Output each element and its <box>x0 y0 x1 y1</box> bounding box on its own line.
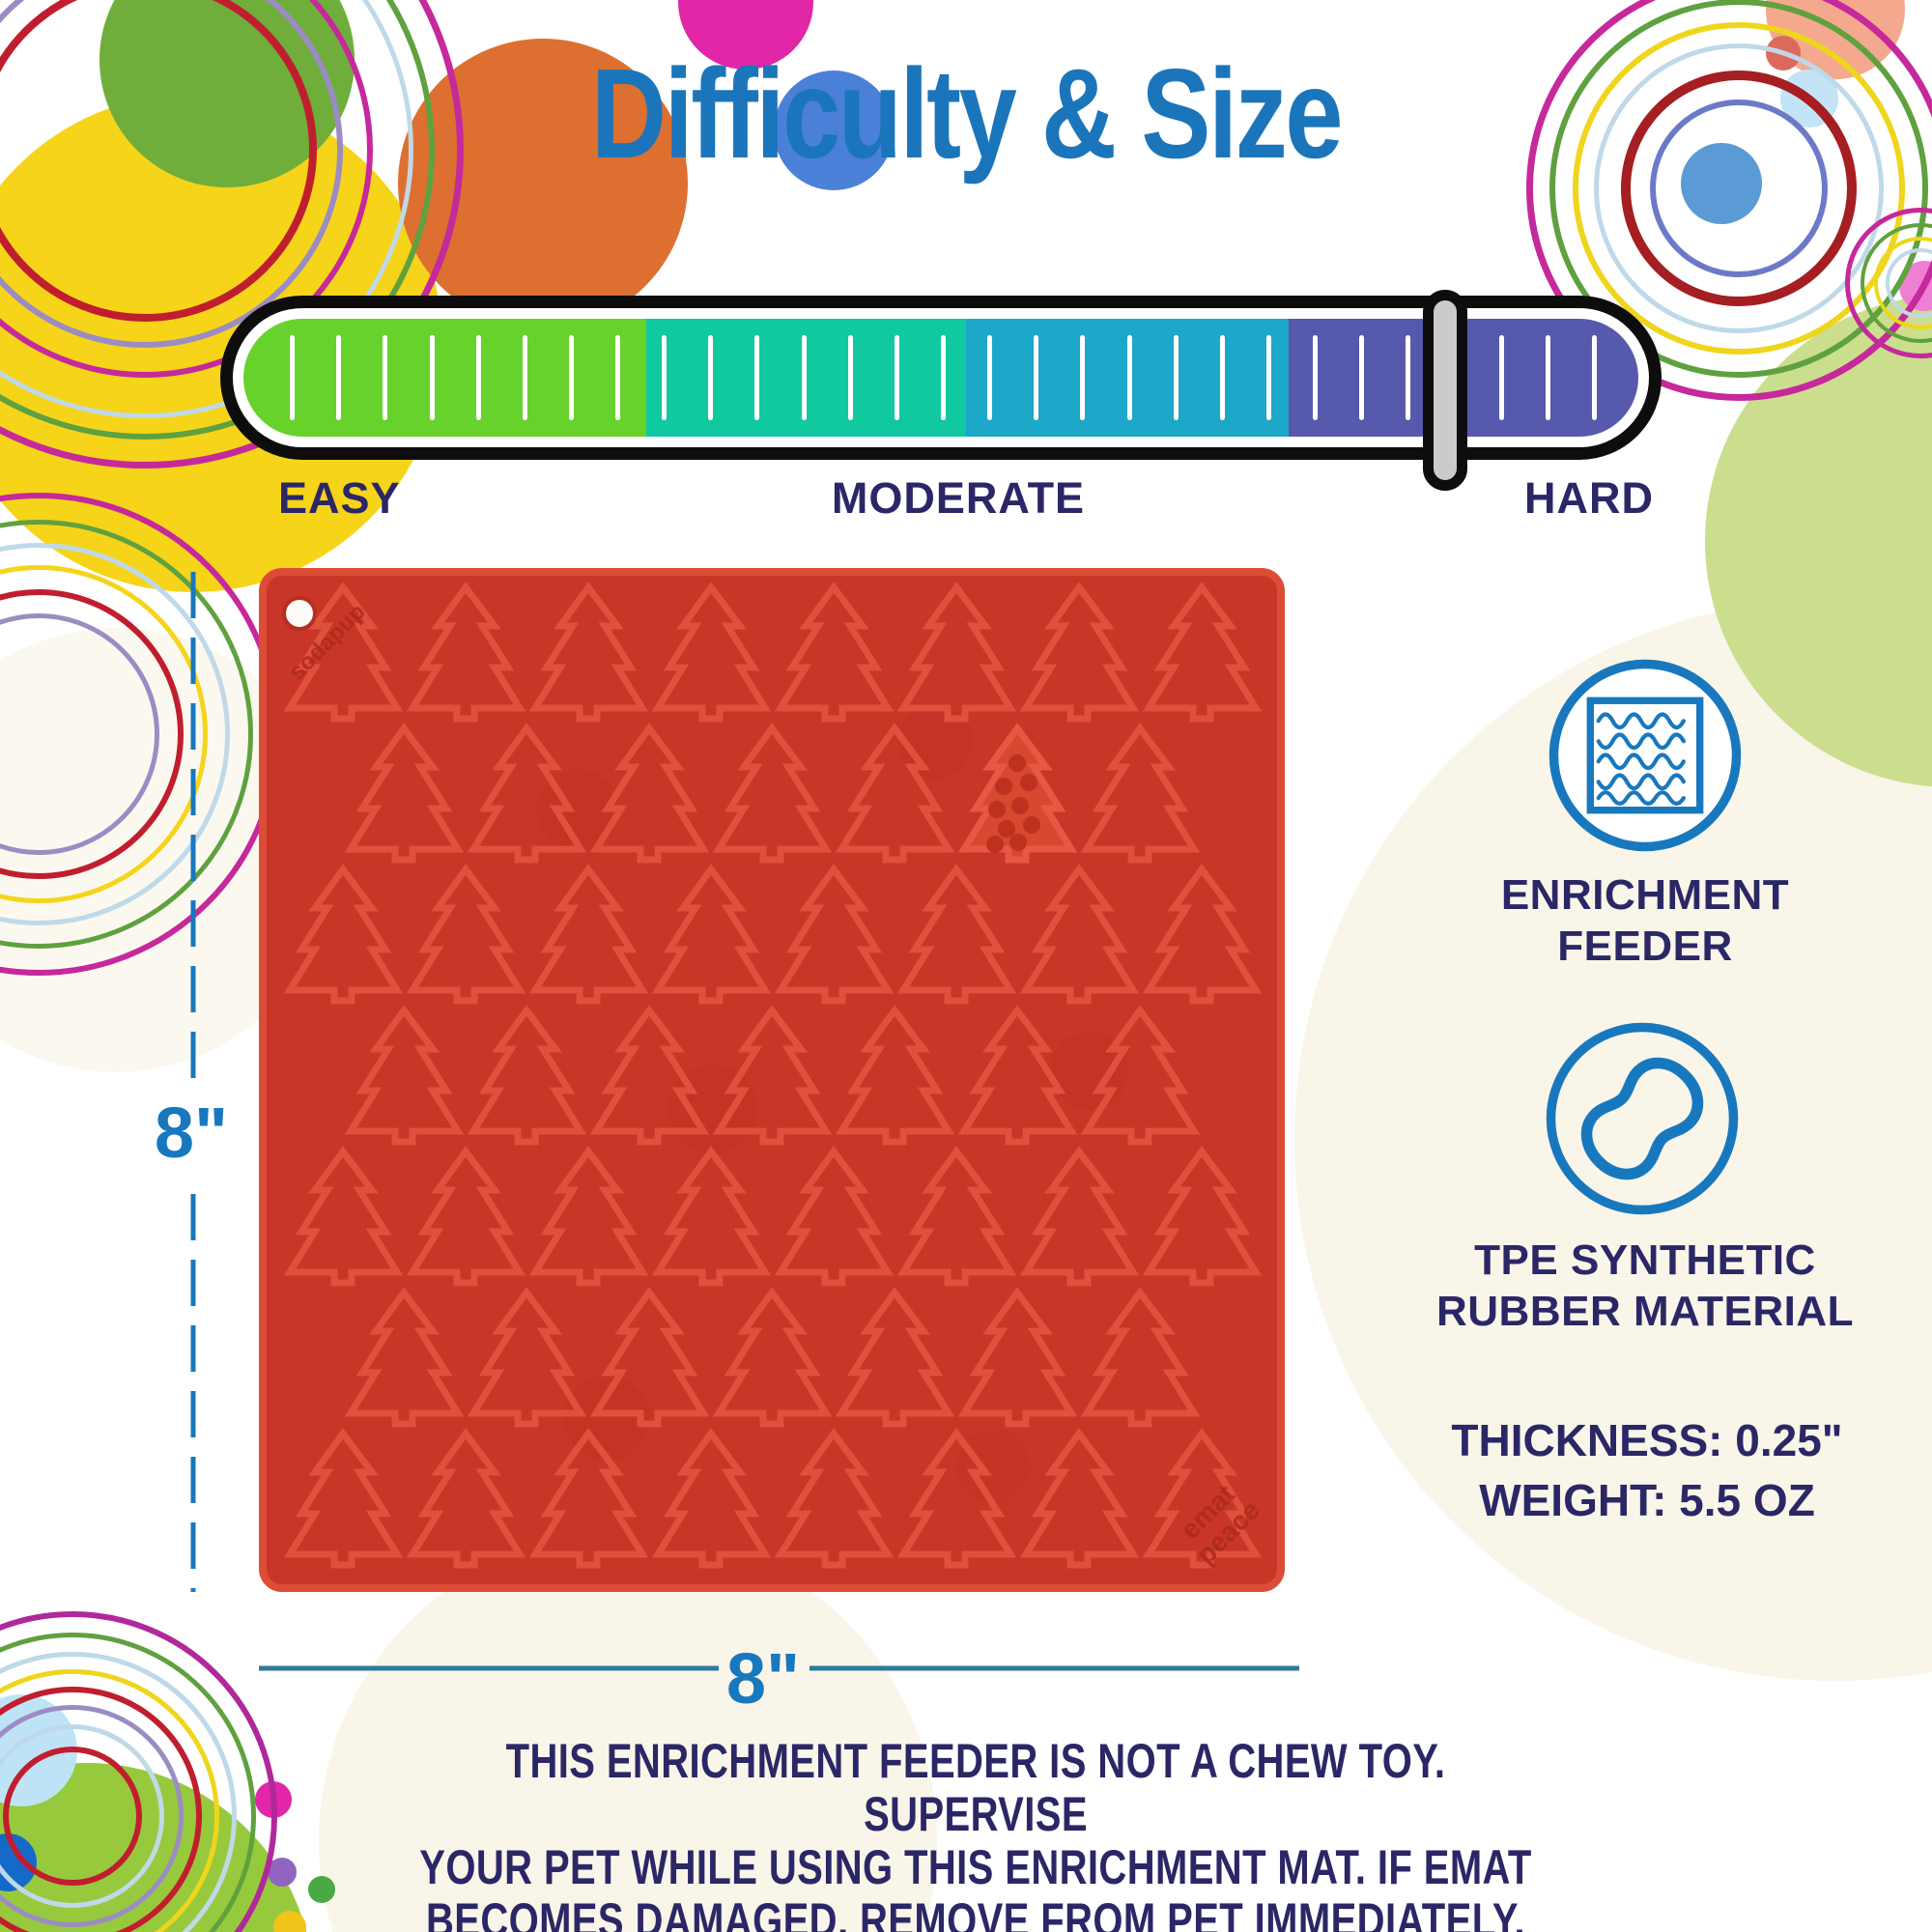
tick-mark <box>336 335 342 420</box>
decorative-ring <box>0 0 343 348</box>
tick-mark <box>615 335 621 420</box>
spec-thickness: THICKNESS: 0.25" <box>1451 1415 1843 1465</box>
difficulty-slider-handle <box>1422 290 1467 491</box>
feature-label-enrichment-feeder: ENRICHMENT FEEDER <box>1394 869 1896 972</box>
difficulty-label-easy: EASY <box>278 473 401 523</box>
spec-weight: WEIGHT: 5.5 OZ <box>1479 1475 1815 1525</box>
peanut-icon <box>1546 1022 1739 1215</box>
tick-mark <box>290 335 296 420</box>
tick-mark <box>475 335 481 420</box>
feature-label-tpe-material: TPE SYNTHETIC RUBBER MATERIAL <box>1394 1235 1896 1337</box>
disclaimer-line: THIS ENRICHMENT FEEDER IS NOT A CHEW TOY… <box>505 1734 1446 1841</box>
decorative-ring <box>0 1705 184 1927</box>
decorative-ring <box>1621 71 1857 306</box>
decorative-ring <box>1594 43 1884 333</box>
decorative-ring <box>0 0 317 322</box>
tick-mark <box>847 335 853 420</box>
tick-mark <box>1313 335 1319 420</box>
decorative-circle <box>273 1911 306 1932</box>
tick-mark <box>1406 335 1411 420</box>
tick-mark <box>987 335 993 420</box>
tick-mark <box>1173 335 1179 420</box>
feature-label-line: TPE SYNTHETIC <box>1474 1236 1816 1284</box>
tick-mark <box>894 335 899 420</box>
mat-hang-hole <box>282 596 317 631</box>
tick-mark <box>1265 335 1271 420</box>
tick-mark <box>383 335 388 420</box>
difficulty-slider <box>220 290 1662 491</box>
difficulty-label-moderate: MODERATE <box>831 473 1086 523</box>
decorative-circle <box>268 1858 297 1887</box>
tick-mark <box>568 335 574 420</box>
difficulty-label-hard: HARD <box>1524 473 1654 523</box>
tick-mark <box>1498 335 1504 420</box>
decorative-ring <box>0 1687 202 1932</box>
tick-mark <box>1545 335 1550 420</box>
mat-product-photo: sodapup emat peace <box>259 568 1285 1592</box>
disclaimer-line: BECOMES DAMAGED, REMOVE FROM PET IMMEDIA… <box>425 1893 1526 1932</box>
tick-mark <box>941 335 946 420</box>
decorative-circle <box>774 71 894 190</box>
feature-label-line: RUBBER MATERIAL <box>1436 1288 1854 1335</box>
mat-height-dimension: 8" <box>154 1093 229 1173</box>
tick-mark <box>429 335 435 420</box>
product-specs: THICKNESS: 0.25" WEIGHT: 5.5 OZ <box>1396 1410 1898 1530</box>
feature-label-line: FEEDER <box>1557 923 1733 970</box>
tick-mark <box>1219 335 1225 420</box>
safety-disclaimer: THIS ENRICHMENT FEEDER IS NOT A CHEW TOY… <box>404 1735 1548 1932</box>
tick-mark <box>708 335 714 420</box>
tick-mark <box>801 335 807 420</box>
decorative-ring <box>1650 99 1828 277</box>
mat-special-solid-tree <box>964 728 1071 860</box>
decorative-ring <box>1549 0 1928 378</box>
mat-width-dimension: 8" <box>725 1638 801 1719</box>
page-title: Difficulty & Size <box>590 43 1344 185</box>
tick-mark <box>662 335 668 420</box>
difficulty-segment-moderate-low <box>646 319 966 437</box>
decorative-circle <box>308 1876 335 1903</box>
feature-label-line: ENRICHMENT <box>1500 871 1790 919</box>
tick-mark <box>1034 335 1039 420</box>
decorative-ring <box>1573 22 1905 355</box>
tick-mark <box>522 335 527 420</box>
puzzle-square-icon <box>1548 659 1742 852</box>
disclaimer-line: YOUR PET WHILE USING THIS ENRICHMENT MAT… <box>419 1840 1532 1894</box>
tick-mark <box>1126 335 1132 420</box>
decorative-ring <box>3 1747 142 1886</box>
tick-mark <box>1359 335 1365 420</box>
decorative-ring <box>1526 0 1932 401</box>
tick-mark <box>1591 335 1597 420</box>
difficulty-segment-easy <box>243 319 647 437</box>
decorative-ring <box>0 1724 164 1908</box>
tick-mark <box>754 335 760 420</box>
tick-mark <box>1080 335 1086 420</box>
decorative-ring <box>1886 248 1932 318</box>
